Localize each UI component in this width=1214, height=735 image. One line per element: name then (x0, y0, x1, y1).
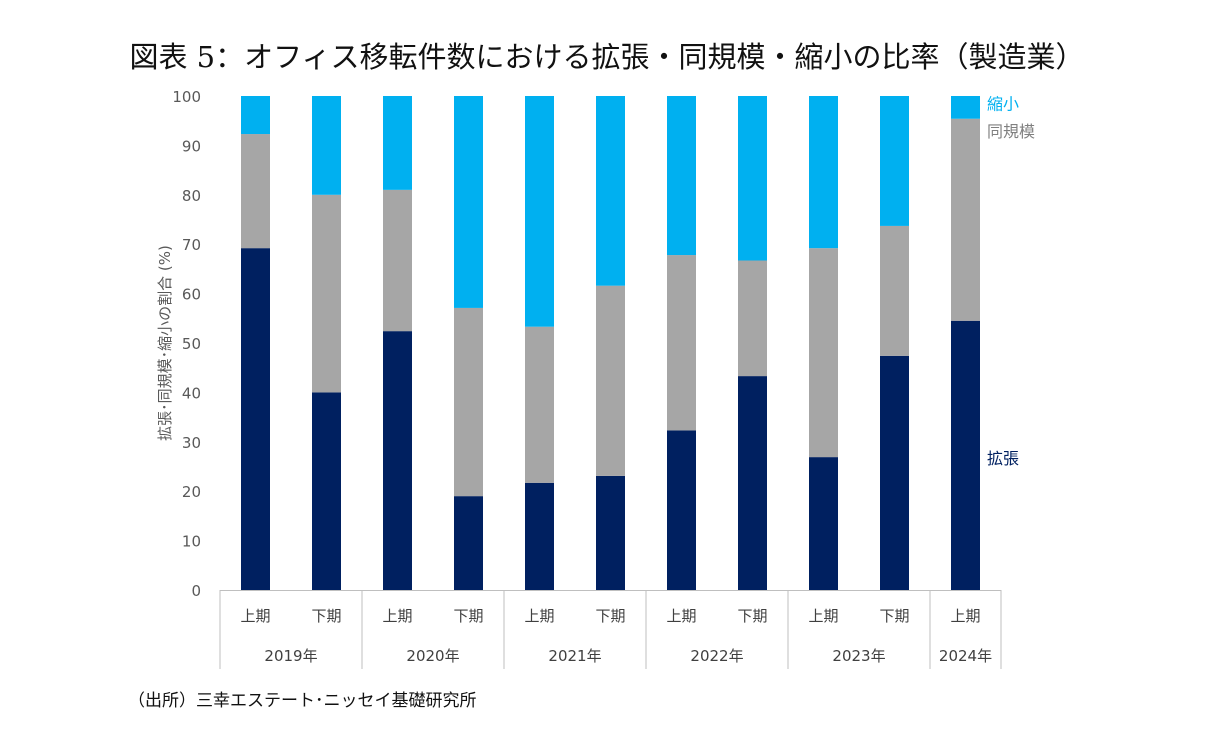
figure-title: 図表 5：オフィス移転件数における拡張・同規模・縮小の比率（製造業） (129, 40, 1085, 74)
bar-segment-同規模 (383, 189, 412, 332)
x-category-label: 下期 (595, 607, 625, 625)
x-category-label: 上期 (950, 607, 980, 625)
y-axis-title: 拡張･同規模･縮小の割合 (%) (156, 245, 174, 441)
bar-segment-同規模 (951, 118, 980, 321)
bar-segment-拡張 (454, 496, 483, 590)
x-category-label: 下期 (879, 607, 909, 625)
y-tick-label: 10 (182, 533, 201, 551)
bar-segment-縮小 (241, 96, 270, 135)
bar-segment-拡張 (951, 320, 980, 590)
x-group-label: 2020年 (406, 647, 459, 665)
bar-segment-縮小 (667, 96, 696, 256)
bar-segment-縮小 (951, 96, 980, 119)
bar-segment-拡張 (241, 248, 270, 591)
x-category-label: 上期 (808, 607, 838, 625)
bar-segment-縮小 (596, 96, 625, 286)
y-tick-label: 50 (182, 335, 201, 353)
y-tick-label: 30 (182, 434, 201, 452)
y-tick-label: 40 (182, 384, 201, 402)
x-category-label: 上期 (382, 607, 412, 625)
x-group-label: 2023年 (832, 647, 885, 665)
bar-segment-同規模 (667, 255, 696, 431)
legend-label-同規模: 同規模 (987, 122, 1035, 141)
bar-segment-拡張 (738, 376, 767, 590)
x-group-label: 2019年 (264, 647, 317, 665)
x-category-label: 下期 (737, 607, 767, 625)
bar-segment-拡張 (667, 430, 696, 590)
bar-segment-拡張 (525, 482, 554, 590)
legend-label-拡張: 拡張 (987, 449, 1019, 468)
y-tick-label: 20 (182, 483, 201, 501)
bar-segment-拡張 (312, 392, 341, 590)
source-note: （出所）三幸エステート･ニッセイ基礎研究所 (128, 691, 477, 711)
bar-segment-縮小 (809, 96, 838, 249)
x-group-label: 2024年 (939, 647, 992, 665)
bar-segment-同規模 (525, 326, 554, 483)
bar-segment-同規模 (454, 307, 483, 497)
x-category-label: 下期 (453, 607, 483, 625)
bar-segment-拡張 (596, 475, 625, 590)
x-category-label: 上期 (666, 607, 696, 625)
bar-segment-拡張 (880, 355, 909, 590)
y-tick-label: 0 (191, 582, 201, 600)
bar-segment-同規模 (809, 248, 838, 458)
bar-segment-同規模 (312, 194, 341, 393)
bar-segment-縮小 (738, 96, 767, 261)
bar-segment-縮小 (525, 96, 554, 327)
bar-segment-拡張 (383, 331, 412, 590)
y-tick-label: 80 (182, 187, 201, 205)
bar-segment-縮小 (880, 96, 909, 226)
bar-segment-縮小 (383, 96, 412, 190)
bar-segment-拡張 (809, 457, 838, 590)
y-tick-label: 60 (182, 286, 201, 304)
bar-segment-同規模 (241, 134, 270, 249)
bar-segment-同規模 (596, 285, 625, 476)
y-tick-label: 100 (172, 88, 201, 106)
bar-segment-同規模 (738, 260, 767, 377)
bar-segment-縮小 (454, 96, 483, 308)
x-group-label: 2022年 (690, 647, 743, 665)
bar-segment-縮小 (312, 96, 341, 195)
x-category-label: 上期 (240, 607, 270, 625)
x-category-label: 上期 (524, 607, 554, 625)
x-group-label: 2021年 (548, 647, 601, 665)
bar-segment-同規模 (880, 225, 909, 356)
x-category-label: 下期 (311, 607, 341, 625)
legend-label-縮小: 縮小 (987, 94, 1019, 113)
y-tick-label: 70 (182, 236, 201, 254)
y-tick-label: 90 (182, 137, 201, 155)
